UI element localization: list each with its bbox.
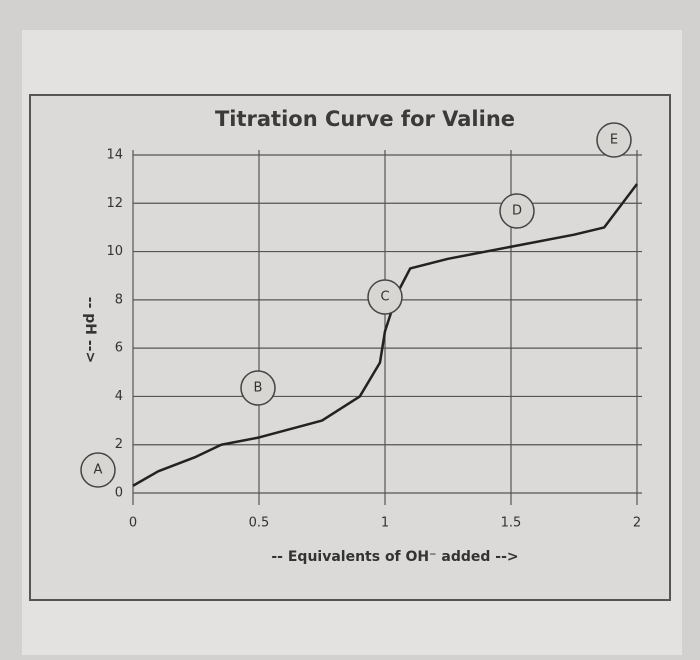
annotation-label: A	[94, 463, 103, 478]
y-tick-label: 8	[115, 292, 123, 307]
annotation-circle	[499, 193, 535, 229]
annotation-circle	[596, 122, 632, 158]
x-axis-label: -- Equivalents of OH⁻ added -->	[271, 549, 518, 565]
y-tick-label: 12	[106, 196, 123, 211]
y-tick-label: 4	[115, 389, 123, 404]
annotation-label: B	[254, 381, 263, 396]
annotation-circle	[367, 279, 403, 315]
y-tick-label: 14	[106, 148, 123, 163]
chart-frame	[29, 94, 671, 601]
curve	[132, 183, 638, 487]
annotation-circle	[240, 370, 276, 406]
annotation-circle	[80, 452, 116, 488]
annotation-label: C	[380, 290, 389, 305]
y-tick-label: 10	[106, 244, 123, 259]
x-tick-label: 1	[381, 516, 389, 531]
x-tick-label: 0.5	[249, 516, 270, 531]
x-tick-label: 0	[129, 516, 137, 531]
y-tick-label: 2	[115, 437, 123, 452]
annotation-label: D	[512, 204, 522, 219]
x-tick-label: 2	[633, 516, 641, 531]
chart-title: Titration Curve for Valine	[215, 107, 515, 131]
y-tick-label: 6	[115, 341, 123, 356]
x-tick-label: 1.5	[501, 516, 522, 531]
annotation-label: E	[610, 133, 618, 148]
y-tick-label: 0	[115, 486, 123, 501]
y-axis-label: -- pH -->	[82, 297, 98, 363]
